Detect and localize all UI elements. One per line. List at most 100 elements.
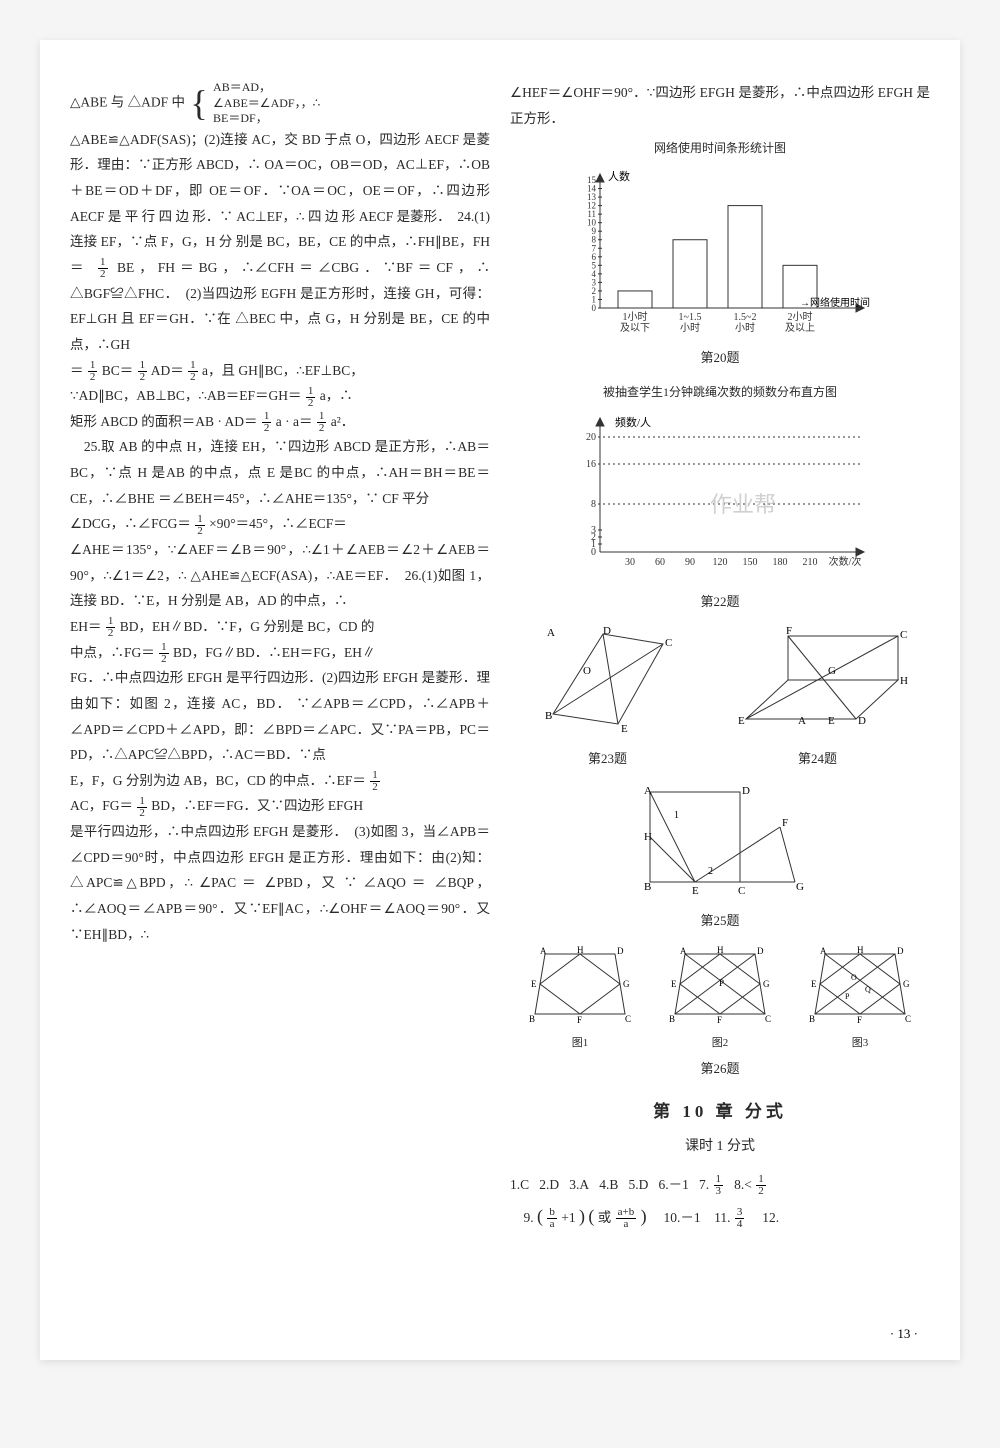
text: E，F，G 分别为边 AB，BC，CD 的中点．∴EF＝ — [70, 773, 366, 788]
text: BE，FH＝BG，∴∠CFH＝∠CBG．∵BF＝CF，∴ △BGF≌△FHC． … — [70, 260, 490, 352]
fraction: 12 — [262, 411, 272, 434]
figure-26-3: A H D E O Q P G B F C — [805, 944, 915, 1024]
left-brace: { — [190, 85, 207, 121]
svg-text:次数/次: 次数/次 — [829, 555, 862, 568]
svg-text:小时: 小时 — [735, 322, 755, 334]
fraction: 12 — [159, 642, 169, 665]
svg-text:8: 8 — [591, 499, 596, 510]
svg-text:频数/人: 频数/人 — [615, 415, 651, 429]
figure-label: 第20题 — [510, 346, 930, 371]
text: a · a＝ — [276, 414, 313, 429]
text: BC＝ — [102, 363, 134, 378]
svg-text:A: A — [798, 715, 806, 727]
histogram-chart: 0 1 2 3 8 16 20 30 60 90 120 150 180 210… — [560, 412, 880, 582]
svg-text:13: 13 — [587, 192, 597, 202]
svg-text:P: P — [719, 978, 724, 988]
svg-text:B: B — [529, 1014, 535, 1024]
lesson-title: 课时 1 分式 — [510, 1134, 930, 1161]
answers: 1.C 2.D 3.A 4.B 5.D 6.－1 7. 13 8.< 12 9.… — [510, 1171, 930, 1234]
text: a²． — [331, 414, 355, 429]
fraction: 12 — [306, 386, 316, 409]
svg-text:C: C — [625, 1014, 631, 1024]
left-column: △ABE 与 △ADF 中 { AB＝AD， ∠ABE＝∠ADF，，∴ BE＝D… — [70, 80, 490, 1320]
svg-text:E: E — [738, 715, 745, 727]
text: ∠AHE＝135°，∵∠AEF＝∠B＝90°，∴∠1＋∠AEB＝∠2＋∠AEB＝… — [70, 542, 490, 608]
svg-text:G: G — [623, 979, 630, 989]
text-line: △ABE 与 △ADF 中 { AB＝AD， ∠ABE＝∠ADF，，∴ BE＝D… — [70, 80, 490, 127]
svg-text:D: D — [757, 946, 764, 956]
svg-text:E: E — [671, 979, 677, 989]
svg-text:A: A — [547, 627, 555, 639]
svg-text:150: 150 — [743, 557, 758, 568]
svg-text:D: D — [617, 946, 624, 956]
svg-text:1.5~2: 1.5~2 — [734, 312, 757, 323]
figure-26-2: A H D E P G B F C — [665, 944, 775, 1024]
figure-24: F C G H E A E D 第24题 — [728, 624, 908, 781]
svg-text:E: E — [621, 723, 628, 734]
svg-text:O: O — [851, 973, 857, 982]
fraction: 12 — [195, 514, 205, 537]
fraction: 12 — [106, 616, 116, 639]
brace-content: AB＝AD， ∠ABE＝∠ADF，，∴ BE＝DF， — [213, 80, 320, 127]
svg-text:Q: Q — [865, 985, 871, 994]
svg-text:0: 0 — [592, 303, 597, 313]
svg-text:7: 7 — [592, 243, 597, 253]
bar-chart: 0123456789101112131415 1小时及以下1~1.5小时1.5~… — [560, 168, 880, 338]
svg-text:F: F — [782, 817, 788, 829]
svg-text:D: D — [742, 785, 750, 797]
svg-text:4: 4 — [592, 269, 597, 279]
svg-text:10: 10 — [587, 218, 597, 228]
svg-text:14: 14 — [587, 184, 597, 194]
svg-text:F: F — [577, 1015, 582, 1024]
text: AD＝ — [151, 363, 184, 378]
figure-label: 第22题 — [510, 590, 930, 615]
svg-text:H: H — [644, 831, 652, 843]
svg-text:A: A — [680, 946, 687, 956]
fraction: 34 — [735, 1207, 745, 1230]
svg-text:E: E — [811, 979, 817, 989]
svg-text:C: C — [765, 1014, 771, 1024]
svg-text:210: 210 — [803, 557, 818, 568]
fraction: 12 — [88, 360, 98, 383]
text: BD，EH∥BD．∵F，G 分别是 BC，CD 的 — [120, 619, 375, 634]
fraction: 13 — [714, 1174, 724, 1197]
text: BD，FG∥BD．∴EH＝FG，EH∥ — [173, 645, 376, 660]
svg-text:60: 60 — [655, 557, 665, 568]
text: a，且 GH∥BC，∴EF⊥BC， — [202, 363, 364, 378]
svg-text:30: 30 — [625, 557, 635, 568]
svg-text:2: 2 — [708, 866, 713, 877]
chapter-title: 第 10 章 分式 — [510, 1096, 930, 1128]
svg-text:C: C — [738, 885, 745, 897]
figure-25: A D H F B E C G 1 2 第25题 — [510, 782, 930, 934]
right-column: ∠HEF＝∠OHF＝90°．∵四边形 EFGH 是菱形，∴中点四边形 EFGH … — [510, 80, 930, 1320]
svg-text:C: C — [905, 1014, 911, 1024]
svg-text:G: G — [828, 665, 836, 677]
svg-text:B: B — [644, 881, 651, 893]
svg-text:F: F — [717, 1015, 722, 1024]
svg-text:D: D — [897, 946, 904, 956]
figure-row: A D B C E O 第23题 F C G — [510, 624, 930, 781]
text: 是平行四边形，∴中点四边形 EFGH 是菱形． (3)如图 3，当∠APB＝∠C… — [70, 824, 490, 942]
svg-text:C: C — [665, 637, 672, 649]
svg-text:1: 1 — [674, 810, 679, 821]
figure-26-row: A H D E G B F C 图1 A H — [510, 944, 930, 1054]
text: 矩形 ABCD 的面积＝AB · AD＝ — [70, 414, 258, 429]
text: a，∴ — [320, 388, 353, 403]
svg-text:F: F — [857, 1015, 862, 1024]
watermark: 作业帮 — [710, 492, 776, 517]
histogram-title: 被抽查学生1分钟跳绳次数的频数分布直方图 — [510, 381, 930, 404]
svg-text:3: 3 — [591, 525, 596, 536]
svg-text:F: F — [786, 625, 792, 637]
svg-text:及以下: 及以下 — [620, 322, 650, 334]
text: ∠DCG，∴∠FCG＝ — [70, 516, 191, 531]
svg-text:E: E — [828, 715, 835, 727]
svg-text:20: 20 — [586, 432, 596, 443]
svg-text:及以上: 及以上 — [785, 322, 815, 334]
text: △ABE≌△ADF(SAS)；(2)连接 AC，交 BD 于点 O，四边形 AE… — [70, 132, 490, 250]
fraction: 12 — [138, 360, 148, 383]
svg-text:H: H — [717, 945, 724, 955]
text: FG．∴中点四边形 EFGH 是平行四边形．(2)四边形 EFGH 是菱形．理由… — [70, 670, 490, 762]
fraction: 12 — [756, 1174, 766, 1197]
svg-text:A: A — [644, 785, 652, 797]
text: BD，∴EF＝FG．又∵四边形 EFGH — [151, 798, 363, 813]
